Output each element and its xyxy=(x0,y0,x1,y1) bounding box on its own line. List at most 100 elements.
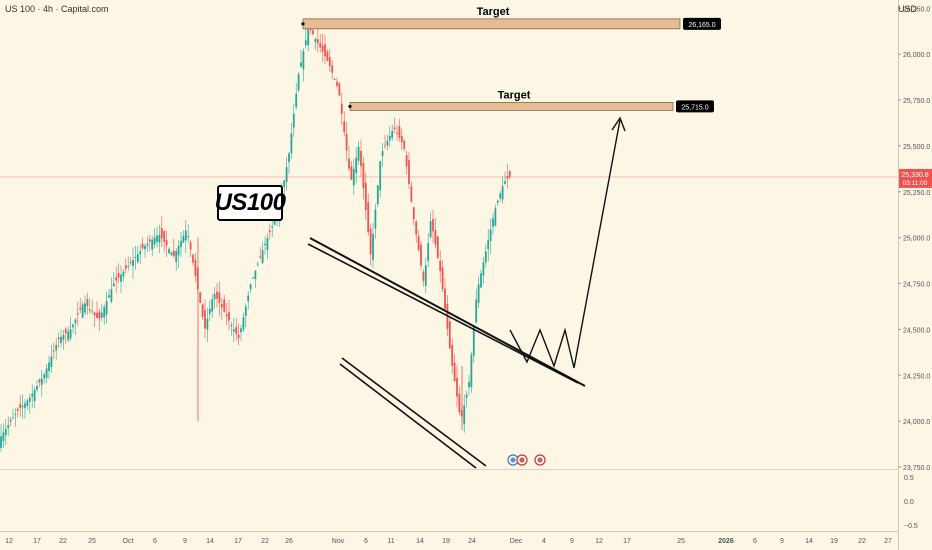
candle xyxy=(91,311,94,313)
upper-trendline xyxy=(309,237,586,387)
candle xyxy=(396,133,398,135)
candle xyxy=(192,254,194,263)
x-tick-label: 9 xyxy=(780,538,784,545)
x-tick-label: 17 xyxy=(33,538,41,545)
candle xyxy=(316,39,319,44)
candle xyxy=(93,312,96,316)
candle xyxy=(285,167,288,182)
candle xyxy=(144,245,146,250)
x-tick-label: 25 xyxy=(677,538,685,545)
candle xyxy=(156,235,158,242)
x-tick-label: 19 xyxy=(830,538,838,545)
candle xyxy=(163,230,166,242)
candle xyxy=(148,239,151,242)
candle xyxy=(9,419,12,422)
candle xyxy=(410,186,413,202)
candle xyxy=(259,256,262,258)
candle xyxy=(314,38,317,42)
candle xyxy=(69,329,72,339)
symbol-label[interactable]: US 100 · 4h · Capital.com xyxy=(5,4,109,14)
candle xyxy=(110,289,113,302)
candle xyxy=(206,318,209,330)
candle xyxy=(40,378,43,385)
candle xyxy=(292,113,295,128)
us100-badge: US100 xyxy=(215,185,286,221)
candle xyxy=(372,233,374,260)
candle xyxy=(108,295,110,298)
candle xyxy=(21,405,24,408)
indicator-tick-label: 0.0 xyxy=(904,499,914,506)
candle xyxy=(187,236,190,238)
candle xyxy=(501,186,504,200)
candle xyxy=(393,127,396,129)
candle xyxy=(2,432,5,441)
candle xyxy=(247,295,250,302)
candle xyxy=(158,234,161,243)
candle xyxy=(60,336,62,344)
candle xyxy=(52,350,55,352)
target-price-label: 26,165.0 xyxy=(688,22,715,29)
x-tick-label: 11 xyxy=(387,538,394,545)
candle xyxy=(441,267,444,290)
candle xyxy=(242,317,245,330)
candle xyxy=(211,299,214,312)
candle xyxy=(254,270,257,279)
candle xyxy=(391,130,394,138)
candle xyxy=(300,62,302,67)
candle xyxy=(240,328,242,333)
candle xyxy=(96,312,98,318)
candle xyxy=(204,309,206,329)
candle xyxy=(81,304,84,318)
candle xyxy=(103,306,106,318)
candle xyxy=(422,271,425,281)
candle xyxy=(432,219,434,232)
candle xyxy=(362,163,365,189)
candle xyxy=(175,250,178,263)
candle xyxy=(134,257,137,259)
candle xyxy=(504,181,506,185)
x-tick-label: 14 xyxy=(206,538,214,545)
target-price-box xyxy=(683,17,721,30)
y-tick-label: 24,750.0 xyxy=(903,282,930,289)
candle xyxy=(79,307,82,310)
candle xyxy=(184,230,187,241)
target-zone xyxy=(302,18,681,30)
candle xyxy=(350,166,353,180)
x-tick-label: 9 xyxy=(183,538,187,545)
candle xyxy=(139,251,142,255)
lower-channel-line-inner xyxy=(339,363,477,469)
candle xyxy=(405,155,408,167)
candle xyxy=(268,230,271,233)
candle xyxy=(463,405,466,425)
candle xyxy=(120,274,122,282)
candle xyxy=(477,284,480,303)
candle xyxy=(307,29,310,46)
x-tick-label: 4 xyxy=(542,538,546,545)
candle xyxy=(252,277,254,279)
y-tick-label: 24,250.0 xyxy=(903,373,930,380)
x-tick-label: 27 xyxy=(884,538,892,545)
candle xyxy=(24,403,26,408)
y-tick-label: 24,500.0 xyxy=(903,327,930,334)
candle xyxy=(369,228,372,255)
x-tick-label: 2026 xyxy=(718,538,734,545)
candle xyxy=(100,312,103,318)
candle xyxy=(429,221,432,238)
projection-arrowhead xyxy=(611,116,626,132)
candle xyxy=(153,237,156,245)
x-tick-label: 9 xyxy=(570,538,574,545)
x-tick-label: 12 xyxy=(5,538,13,545)
candle xyxy=(228,312,230,321)
target-label: Target xyxy=(498,89,531,101)
candle xyxy=(0,436,2,449)
candle xyxy=(237,334,240,339)
candle xyxy=(14,414,17,416)
x-tick-label: 6 xyxy=(364,538,368,545)
target-price-box xyxy=(676,100,714,113)
candle xyxy=(127,265,130,267)
candle xyxy=(180,240,182,248)
candle xyxy=(199,292,202,303)
candle xyxy=(290,133,293,154)
candle xyxy=(304,40,307,46)
